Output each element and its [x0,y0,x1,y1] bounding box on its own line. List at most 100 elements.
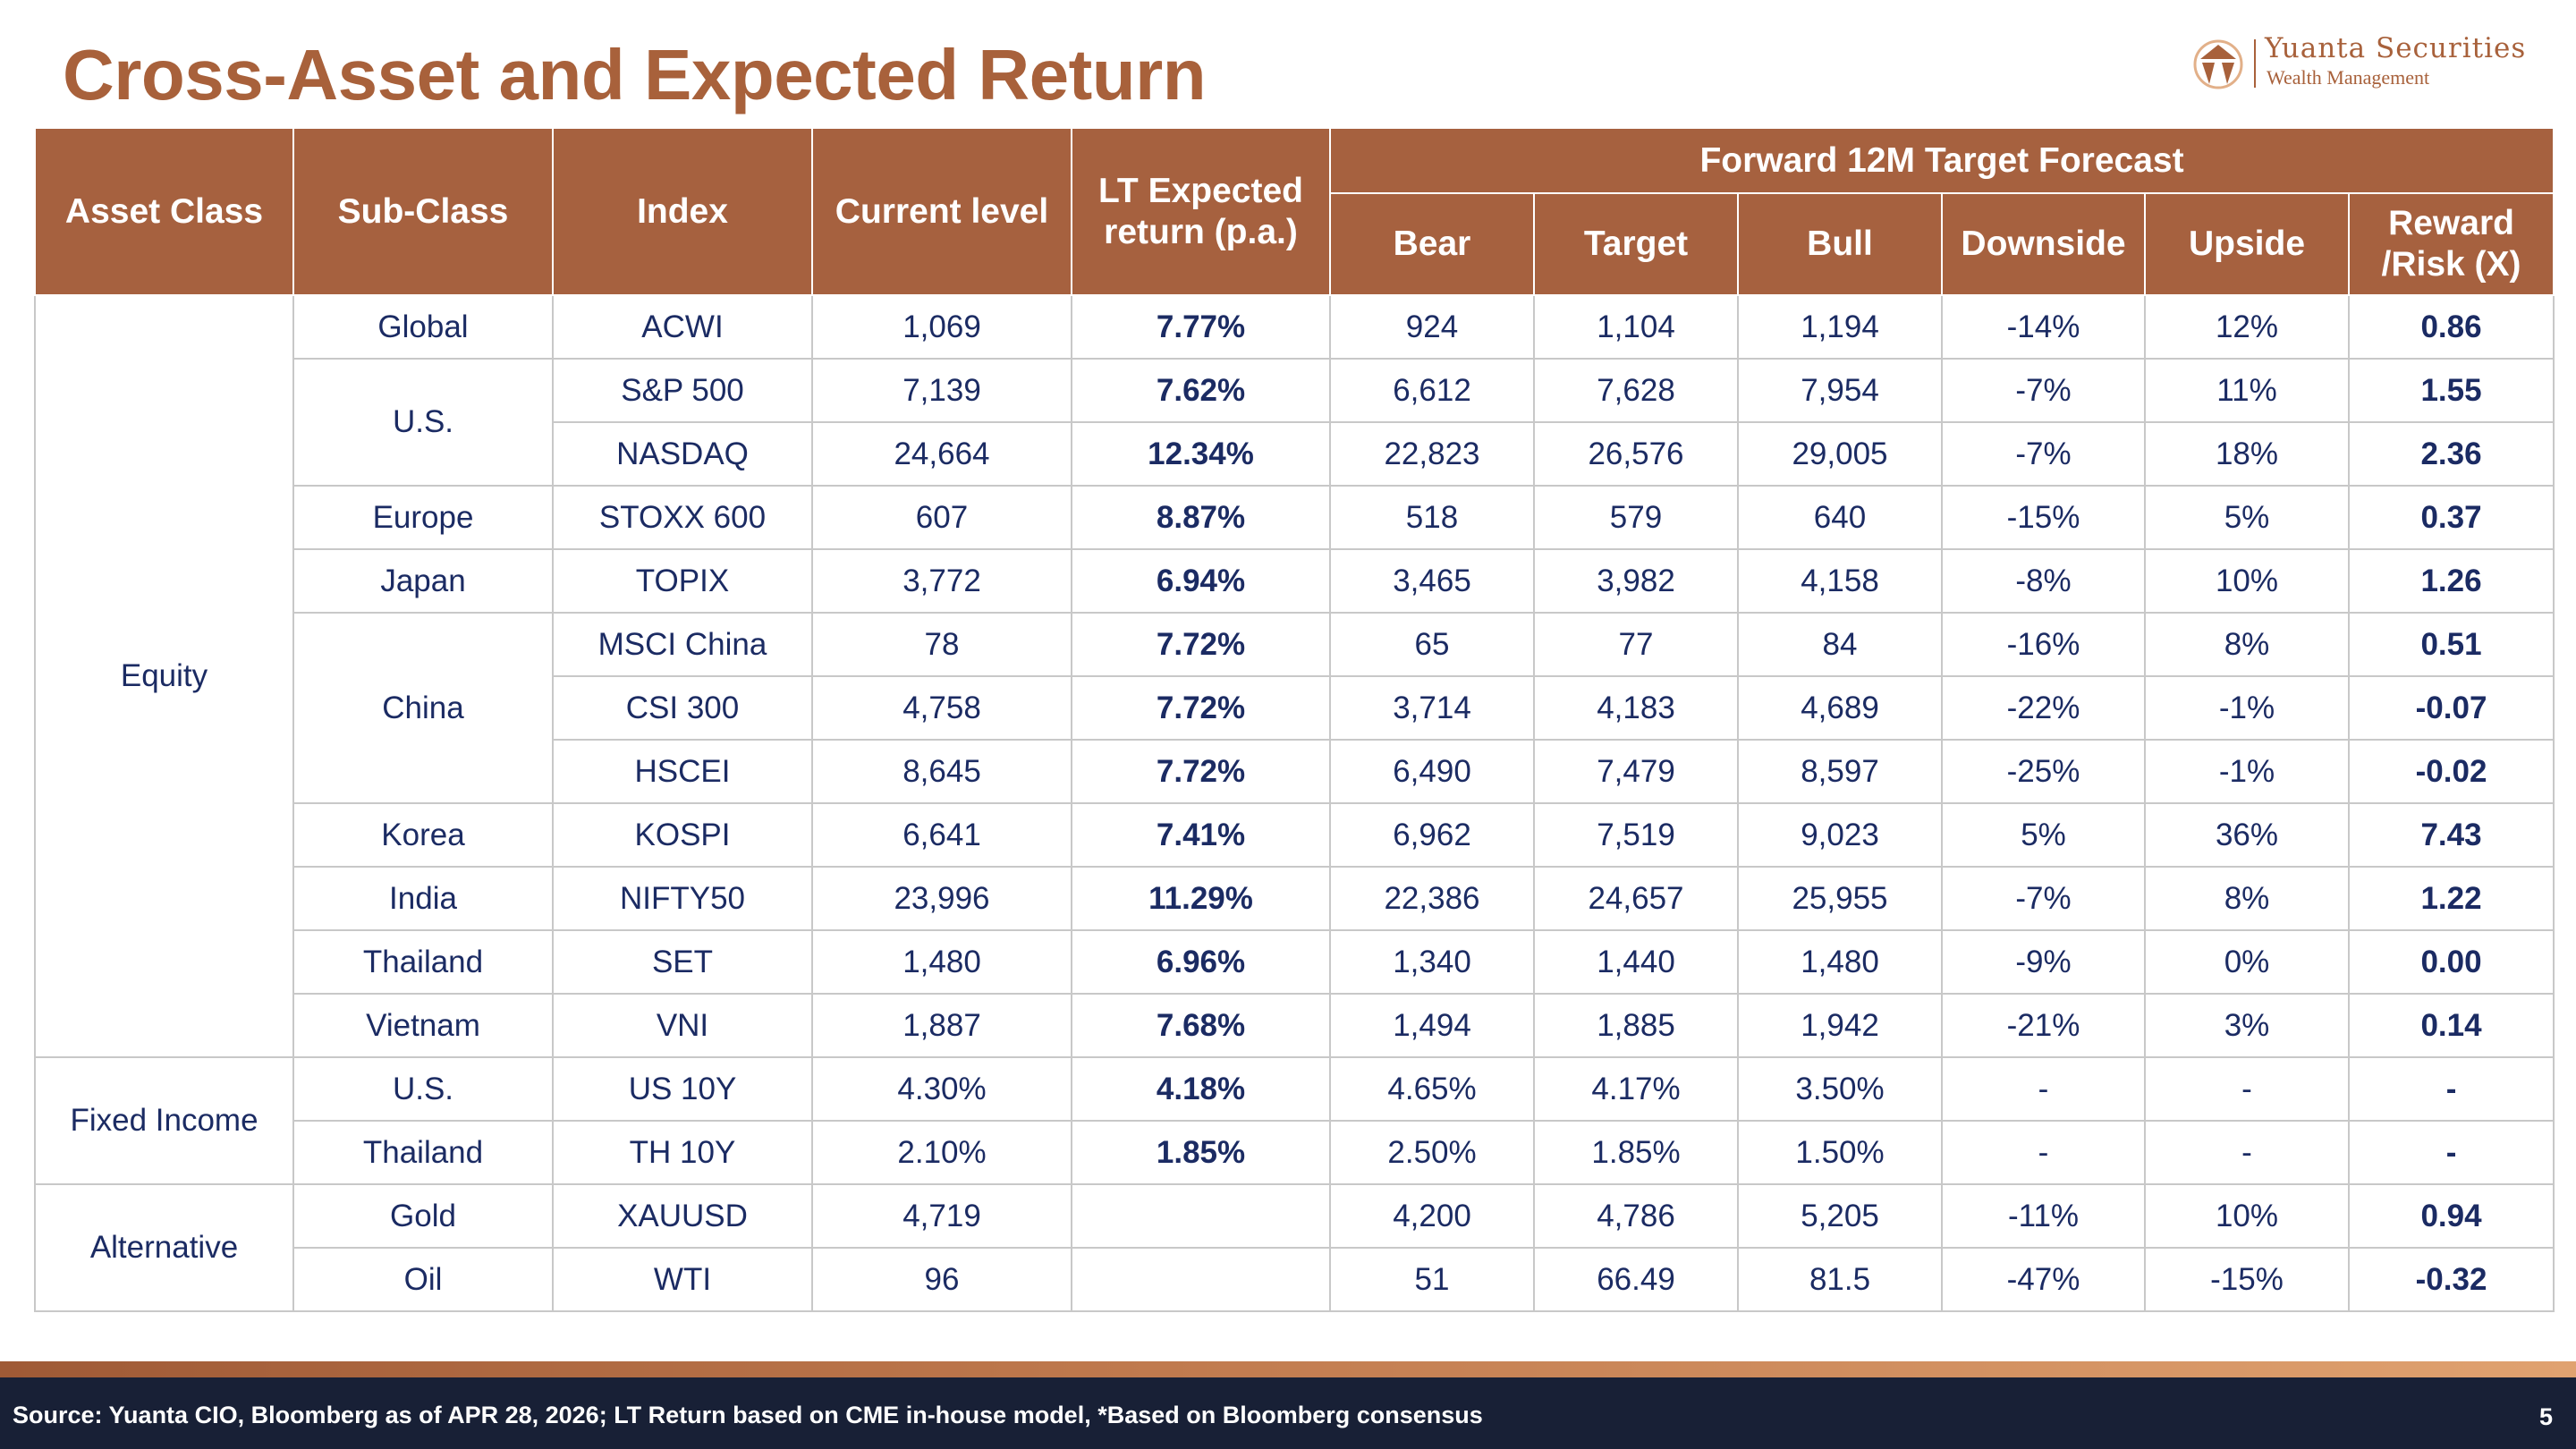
reward-risk-cell: 2.36 [2347,421,2555,487]
company-logo: Yuanta Securities Wealth Management [2190,32,2556,95]
header-reward-risk: Reward /Risk (X) [2347,192,2555,296]
index-cell: CSI 300 [552,675,813,741]
upside-cell: -1% [2144,739,2350,804]
lt-return-cell: 7.72% [1071,739,1331,804]
asset-class-cell: Equity [34,294,294,1058]
bull-cell: 3.50% [1737,1056,1943,1122]
header-target: Target [1533,192,1739,296]
bear-cell: 3,465 [1329,548,1535,614]
bear-cell: 2.50% [1329,1120,1535,1185]
table-row: Korea KOSPI 6,641 7.41% 6,962 7,519 9,023 5% 36%… [35,802,2555,868]
sub-class-cell: China [292,612,554,804]
upside-cell: 10% [2144,1183,2350,1249]
index-cell: STOXX 600 [552,485,813,550]
target-cell: 24,657 [1533,866,1739,931]
current-level-cell: 1,480 [811,929,1072,995]
target-cell: 4,786 [1533,1183,1739,1249]
lt-return-cell: 6.96% [1071,929,1331,995]
lt-return-cell: 7.77% [1071,294,1331,360]
current-level-cell: 4,758 [811,675,1072,741]
table-row: China MSCI China 78 7.72% 65 77 84 -16% 8% 0.51 [35,612,2555,804]
target-cell: 26,576 [1533,421,1739,487]
index-cell: NASDAQ [552,421,813,487]
upside-cell: 0% [2144,929,2350,995]
header-upside: Upside [2144,192,2350,296]
header-row-top: Asset Class Sub-Class Index Current leve… [34,127,2555,296]
table-row: Japan TOPIX 3,772 6.94% 3,465 3,982 4,158 -8% 10… [35,548,2555,614]
downside-cell: - [1941,1056,2146,1122]
lt-return-cell: 12.34% [1071,421,1331,487]
lt-return-cell: 7.72% [1071,612,1331,677]
upside-cell: 18% [2144,421,2350,487]
footer-accent-band [0,1361,2576,1377]
header-row-sub: Bear Target Bull Downside Upside Reward … [35,192,2555,296]
reward-risk-cell: 7.43 [2347,802,2555,868]
header-current-level: Current level [811,127,1072,296]
current-level-cell: 4.30% [811,1056,1072,1122]
reward-risk-cell: 0.00 [2347,929,2555,995]
bear-cell: 3,714 [1329,675,1535,741]
header-forward-forecast: Forward 12M Target Forecast [1328,127,2555,194]
index-cell: SET [552,929,813,995]
index-cell: S&P 500 [552,358,813,423]
lt-return-cell: 7.68% [1071,993,1331,1058]
bull-cell: 1,480 [1737,929,1943,995]
index-cell: HSCEI [552,739,813,804]
current-level-cell: 7,139 [811,358,1072,423]
lt-return-cell: 7.41% [1071,802,1331,868]
downside-cell: -11% [1941,1183,2146,1249]
downside-cell: -25% [1941,739,2146,804]
upside-cell: - [2144,1056,2350,1122]
lt-return-cell: 11.29% [1071,866,1331,931]
downside-cell: -9% [1941,929,2146,995]
header-sub-class: Sub-Class [292,127,554,296]
upside-cell: 8% [2144,612,2350,677]
bull-cell: 84 [1737,612,1943,677]
table-row: Europe STOXX 600 607 8.87% 518 579 640 -15% 5% 0.… [35,485,2555,550]
sub-class-cell: U.S. [292,1056,554,1122]
downside-cell: -21% [1941,993,2146,1058]
sub-class-cell: India [292,866,554,931]
table-row: Equity Global ACWI 1,069 7.77% 924 1,104 1,194-… [34,294,2555,1058]
target-cell: 7,628 [1533,358,1739,423]
index-cell: TH 10Y [552,1120,813,1185]
sub-class-cell: U.S. [292,358,554,487]
table-row: HSCEI 8,645 7.72% 6,490 7,479 8,597 -25% -1% -0.… [35,739,2555,804]
bear-cell: 6,490 [1329,739,1535,804]
sub-class-cell: Korea [292,802,554,868]
footer-source: Source: Yuanta CIO, Bloomberg as of APR … [13,1402,1483,1428]
upside-cell: 36% [2144,802,2350,868]
reward-risk-cell: 0.94 [2347,1183,2555,1249]
index-cell: ACWI [552,294,813,360]
reward-risk-cell: -0.07 [2347,675,2555,741]
lt-return-cell: 4.18% [1071,1056,1331,1122]
table-row: NASDAQ 24,664 12.34% 22,823 26,576 29,005 -7% 1… [35,421,2555,487]
current-level-cell: 1,069 [811,294,1072,360]
sub-class-cell: Japan [292,548,554,614]
table-body: Equity Global ACWI 1,069 7.77% 924 1,104 1,194-… [34,294,2555,1312]
reward-risk-cell: -0.32 [2347,1247,2555,1312]
bear-cell: 1,494 [1329,993,1535,1058]
bull-cell: 29,005 [1737,421,1943,487]
lt-return-cell [1071,1247,1331,1312]
target-cell: 1.85% [1533,1120,1739,1185]
upside-cell: 5% [2144,485,2350,550]
page-number: 5 [2538,1403,2553,1430]
bull-cell: 1.50% [1737,1120,1943,1185]
reward-risk-cell: 1.22 [2347,866,2555,931]
bear-cell: 4.65% [1329,1056,1535,1122]
asset-class-cell: Fixed Income [34,1056,294,1185]
asset-class-cell: Alternative [34,1183,294,1312]
downside-cell: -15% [1941,485,2146,550]
bear-cell: 518 [1329,485,1535,550]
bear-cell: 6,962 [1329,802,1535,868]
upside-cell: 8% [2144,866,2350,931]
lt-return-cell: 6.94% [1071,548,1331,614]
target-cell: 1,104 [1533,294,1739,360]
header-index: Index [552,127,813,296]
downside-cell: -14% [1941,294,2146,360]
reward-risk-cell: 0.51 [2347,612,2555,677]
table-row: U.S. S&P 500 7,139 7.62% 6,612 7,628 7,954 -7% 1… [35,358,2555,487]
target-cell: 579 [1533,485,1739,550]
current-level-cell: 6,641 [811,802,1072,868]
